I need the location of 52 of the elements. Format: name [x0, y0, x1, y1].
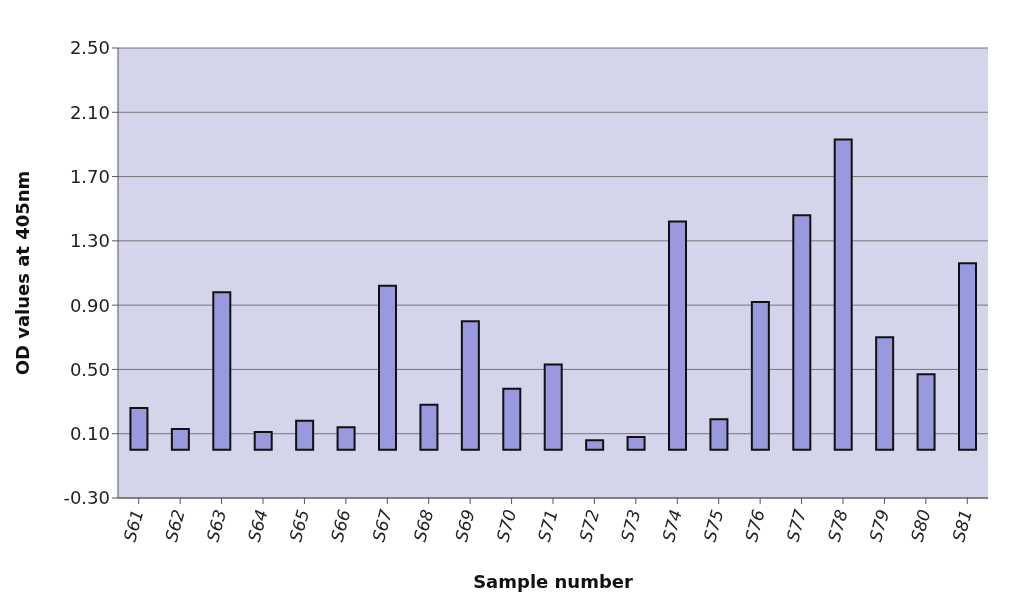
x-tick-label: S80 — [906, 507, 935, 544]
bar — [419, 403, 439, 451]
y-tick-label: -0.30 — [63, 487, 110, 509]
x-tick-label: S66 — [326, 507, 355, 544]
bar — [833, 138, 853, 451]
x-tick-label: S75 — [699, 507, 728, 544]
x-tick-label: S69 — [451, 507, 479, 544]
bar — [916, 373, 936, 451]
y-tick-label: 0.50 — [69, 358, 110, 380]
bar — [336, 426, 356, 451]
x-axis-title: Sample number — [473, 571, 633, 592]
bar — [626, 435, 646, 451]
bar — [170, 427, 190, 451]
x-tick-label: S81 — [948, 507, 976, 544]
bar — [460, 320, 480, 451]
y-tick-label: 1.70 — [69, 165, 110, 187]
x-tick-label: S70 — [492, 507, 521, 544]
y-axis-title: OD values at 405nm — [12, 170, 34, 376]
bar — [129, 407, 149, 451]
bar — [543, 363, 563, 451]
x-tick-label: S73 — [616, 507, 645, 544]
bar — [792, 214, 812, 451]
y-tick-label: 2.10 — [69, 101, 110, 123]
x-tick-label: S74 — [658, 507, 686, 544]
bar — [875, 336, 895, 451]
y-tick-label: 0.10 — [69, 423, 110, 445]
bar — [253, 431, 273, 451]
x-tick-label: S63 — [202, 507, 231, 544]
x-tick-label: S65 — [285, 507, 314, 544]
bar — [502, 387, 522, 451]
x-tick-label: S62 — [161, 507, 189, 544]
bar — [585, 439, 605, 451]
bar — [212, 291, 232, 451]
x-tick-label: S72 — [575, 507, 604, 544]
y-tick-label: 1.30 — [69, 230, 110, 252]
x-tick-label: S78 — [823, 507, 852, 544]
bar — [750, 300, 770, 451]
x-tick-label: S79 — [865, 507, 894, 544]
x-tick-label: S61 — [119, 507, 148, 544]
x-tick-label: S68 — [409, 507, 438, 544]
x-tick-label: S76 — [741, 507, 769, 544]
bar — [958, 262, 977, 451]
bar — [378, 284, 397, 451]
x-tick-label: S67 — [368, 507, 396, 544]
x-tick-label: S71 — [533, 507, 562, 544]
x-tick-label: S64 — [243, 507, 272, 544]
bar — [668, 220, 687, 451]
bar — [295, 419, 315, 451]
y-tick-label: 0.90 — [69, 294, 110, 316]
x-tick-label: S77 — [782, 507, 811, 544]
y-tick-label: 2.50 — [69, 37, 110, 59]
bar — [709, 418, 729, 451]
